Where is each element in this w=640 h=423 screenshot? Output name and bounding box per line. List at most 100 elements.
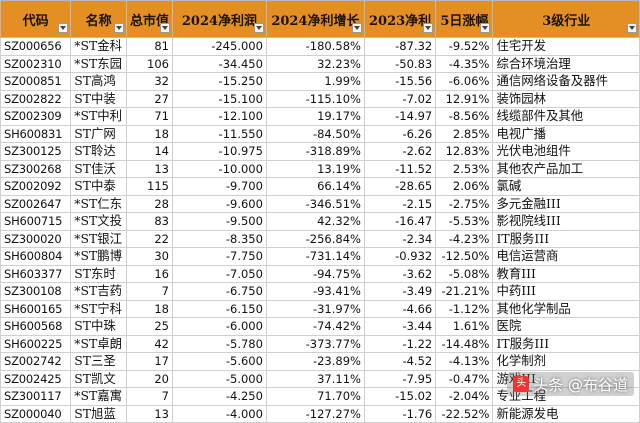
filter-dropdown-icon[interactable] bbox=[159, 23, 170, 33]
cell-name[interactable]: ST高鸿 bbox=[70, 72, 127, 91]
cell-industry[interactable]: 氯碱 bbox=[492, 177, 640, 196]
cell-market-cap[interactable]: 17 bbox=[125, 352, 173, 371]
cell-market-cap[interactable]: 7 bbox=[125, 387, 173, 406]
cell-5day-change[interactable]: -12.50% bbox=[435, 247, 494, 266]
cell-2024-net-profit[interactable]: -6.150 bbox=[171, 299, 267, 318]
cell-5day-change[interactable]: -4.23% bbox=[435, 229, 494, 248]
cell-2024-net-profit[interactable]: -6.750 bbox=[171, 282, 267, 301]
cell-5day-change[interactable]: -2.75% bbox=[435, 194, 494, 213]
cell-market-cap[interactable]: 22 bbox=[125, 229, 173, 248]
filter-dropdown-icon[interactable] bbox=[253, 23, 264, 33]
cell-2024-profit-growth[interactable]: -93.41% bbox=[265, 282, 365, 301]
cell-2023-net-profit[interactable]: -1.76 bbox=[363, 404, 437, 423]
table-row[interactable]: SH600568 ST中珠 25 -6.000 -74.42% -3.44 1.61% 医院 bbox=[0, 317, 640, 336]
cell-name[interactable]: *ST鹏博 bbox=[70, 247, 127, 266]
cell-code[interactable]: SZ002742 bbox=[0, 352, 72, 371]
cell-industry[interactable]: 住宅开发 bbox=[492, 37, 640, 56]
cell-2024-net-profit[interactable]: -5.000 bbox=[171, 369, 267, 388]
cell-5day-change[interactable]: -8.56% bbox=[435, 107, 494, 126]
cell-2024-profit-growth[interactable]: 32.23% bbox=[265, 54, 365, 73]
cell-name[interactable]: ST广网 bbox=[70, 124, 127, 143]
cell-name[interactable]: ST东时 bbox=[70, 264, 127, 283]
cell-2024-net-profit[interactable]: -34.450 bbox=[171, 54, 267, 73]
table-row[interactable]: SH603377 ST东时 16 -7.050 -94.75% -3.62 -5.08% 教育… bbox=[0, 264, 640, 283]
table-row[interactable]: SZ002310 *ST东园 106 -34.450 32.23% -50.83 -4.35… bbox=[0, 54, 640, 73]
cell-2024-profit-growth[interactable]: 66.14% bbox=[265, 177, 365, 196]
cell-5day-change[interactable]: 2.06% bbox=[435, 177, 494, 196]
cell-industry[interactable]: 教育III bbox=[492, 264, 640, 283]
cell-industry[interactable]: 光伏电池组件 bbox=[492, 142, 640, 161]
cell-2024-profit-growth[interactable]: -127.27% bbox=[265, 404, 365, 423]
filter-dropdown-icon[interactable] bbox=[351, 23, 362, 33]
cell-5day-change[interactable]: 12.83% bbox=[435, 142, 494, 161]
cell-2024-net-profit[interactable]: -5.600 bbox=[171, 352, 267, 371]
cell-2024-net-profit[interactable]: -5.780 bbox=[171, 334, 267, 353]
cell-market-cap[interactable]: 13 bbox=[125, 404, 173, 423]
cell-code[interactable]: SH600715 bbox=[0, 212, 72, 231]
cell-5day-change[interactable]: 2.85% bbox=[435, 124, 494, 143]
cell-market-cap[interactable]: 42 bbox=[125, 334, 173, 353]
cell-2024-net-profit[interactable]: -9.600 bbox=[171, 194, 267, 213]
cell-2024-net-profit[interactable]: -15.100 bbox=[171, 89, 267, 108]
cell-5day-change[interactable]: 12.91% bbox=[435, 89, 494, 108]
table-row[interactable]: SZ002742 ST三圣 17 -5.600 -23.89% -4.52 -4.13% 化学… bbox=[0, 352, 640, 371]
cell-code[interactable]: SH603377 bbox=[0, 264, 72, 283]
filter-dropdown-icon[interactable] bbox=[113, 23, 124, 33]
cell-code[interactable]: SZ300117 bbox=[0, 387, 72, 406]
cell-market-cap[interactable]: 32 bbox=[125, 72, 173, 91]
table-row[interactable]: SZ002647 *ST仁东 28 -9.600 -346.51% -2.15 -2.75%… bbox=[0, 194, 640, 213]
table-row[interactable]: SZ002309 *ST中利 71 -12.100 19.17% -14.97 -8.56%… bbox=[0, 107, 640, 126]
cell-industry[interactable]: 医院 bbox=[492, 317, 640, 336]
cell-code[interactable]: SZ300020 bbox=[0, 229, 72, 248]
cell-market-cap[interactable]: 115 bbox=[125, 177, 173, 196]
filter-dropdown-icon[interactable] bbox=[423, 23, 434, 33]
cell-market-cap[interactable]: 14 bbox=[125, 142, 173, 161]
cell-2023-net-profit[interactable]: -1.22 bbox=[363, 334, 437, 353]
table-row[interactable]: SZ000040 ST旭蓝 13 -4.000 -127.27% -1.76 -22.52%… bbox=[0, 404, 640, 423]
cell-industry[interactable]: 其他化学制品 bbox=[492, 299, 640, 318]
cell-market-cap[interactable]: 30 bbox=[125, 247, 173, 266]
cell-2024-net-profit[interactable]: -9.700 bbox=[171, 177, 267, 196]
cell-code[interactable]: SZ000040 bbox=[0, 404, 72, 423]
cell-2023-net-profit[interactable]: -4.52 bbox=[363, 352, 437, 371]
cell-2023-net-profit[interactable]: -28.65 bbox=[363, 177, 437, 196]
cell-2023-net-profit[interactable]: -6.26 bbox=[363, 124, 437, 143]
cell-name[interactable]: ST中珠 bbox=[70, 317, 127, 336]
cell-industry[interactable]: 化学制剂 bbox=[492, 352, 640, 371]
cell-2023-net-profit[interactable]: -2.34 bbox=[363, 229, 437, 248]
cell-2024-profit-growth[interactable]: -84.50% bbox=[265, 124, 365, 143]
cell-market-cap[interactable]: 106 bbox=[125, 54, 173, 73]
header-5day-change[interactable]: 5日涨幅 bbox=[435, 0, 494, 38]
cell-market-cap[interactable]: 13 bbox=[125, 159, 173, 178]
cell-code[interactable]: SZ002822 bbox=[0, 89, 72, 108]
cell-2024-profit-growth[interactable]: 1.99% bbox=[265, 72, 365, 91]
cell-code[interactable]: SH600831 bbox=[0, 124, 72, 143]
cell-name[interactable]: ST旭蓝 bbox=[70, 404, 127, 423]
cell-2024-net-profit[interactable]: -7.750 bbox=[171, 247, 267, 266]
header-market-cap[interactable]: 总市值 bbox=[125, 0, 173, 38]
cell-industry[interactable]: 电视广播 bbox=[492, 124, 640, 143]
header-industry[interactable]: 3级行业 bbox=[492, 0, 640, 38]
cell-name[interactable]: *ST吉药 bbox=[70, 282, 127, 301]
cell-market-cap[interactable]: 25 bbox=[125, 317, 173, 336]
cell-2024-profit-growth[interactable]: -256.84% bbox=[265, 229, 365, 248]
cell-5day-change[interactable]: 1.61% bbox=[435, 317, 494, 336]
cell-2024-profit-growth[interactable]: 71.70% bbox=[265, 387, 365, 406]
cell-name[interactable]: *ST宁科 bbox=[70, 299, 127, 318]
cell-5day-change[interactable]: 2.53% bbox=[435, 159, 494, 178]
header-2024-net-profit[interactable]: 2024净利润 bbox=[171, 0, 267, 38]
cell-industry[interactable]: 其他农产品加工 bbox=[492, 159, 640, 178]
cell-5day-change[interactable]: -2.04% bbox=[435, 387, 494, 406]
cell-2024-net-profit[interactable]: -6.000 bbox=[171, 317, 267, 336]
cell-2024-profit-growth[interactable]: -346.51% bbox=[265, 194, 365, 213]
cell-2024-net-profit[interactable]: -7.050 bbox=[171, 264, 267, 283]
cell-code[interactable]: SH600568 bbox=[0, 317, 72, 336]
cell-5day-change[interactable]: -4.35% bbox=[435, 54, 494, 73]
cell-industry[interactable]: 影视院线III bbox=[492, 212, 640, 231]
cell-2024-profit-growth[interactable]: -23.89% bbox=[265, 352, 365, 371]
cell-market-cap[interactable]: 27 bbox=[125, 89, 173, 108]
cell-2023-net-profit[interactable]: -0.932 bbox=[363, 247, 437, 266]
filter-dropdown-icon[interactable] bbox=[58, 23, 69, 33]
cell-5day-change[interactable]: -6.06% bbox=[435, 72, 494, 91]
cell-5day-change[interactable]: -21.21% bbox=[435, 282, 494, 301]
